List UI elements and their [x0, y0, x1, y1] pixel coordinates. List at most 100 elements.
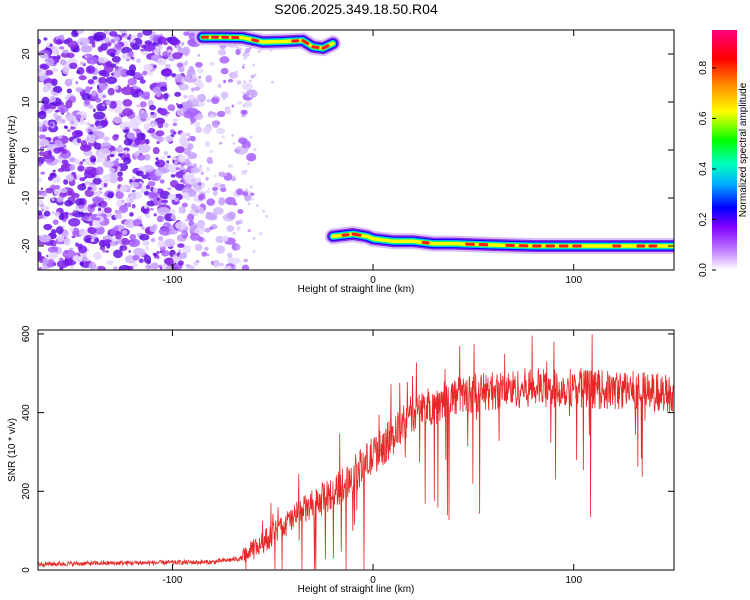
- noise-blob: [90, 238, 95, 243]
- noise-blob: [174, 74, 183, 83]
- noise-blob: [98, 187, 103, 191]
- noise-blob: [38, 110, 47, 120]
- x-tick-label: 100: [565, 575, 582, 586]
- noise-blob: [95, 226, 105, 235]
- noise-blob: [160, 156, 165, 160]
- noise-blob: [180, 101, 193, 110]
- noise-blob: [114, 213, 119, 219]
- noise-blob: [85, 86, 91, 93]
- noise-blob: [109, 30, 118, 37]
- noise-blob: [141, 44, 147, 49]
- noise-blob: [57, 234, 65, 242]
- noise-blob: [153, 48, 160, 55]
- noise-blob: [128, 33, 132, 37]
- x-tick-label: -100: [162, 275, 182, 286]
- noise-blob: [236, 101, 243, 105]
- noise-blob: [172, 52, 183, 60]
- noise-blob: [183, 31, 190, 36]
- noise-blob: [158, 236, 164, 241]
- noise-blob: [184, 158, 191, 166]
- noise-blob: [39, 63, 50, 70]
- noise-blob: [143, 95, 150, 100]
- noise-blob: [217, 83, 222, 88]
- noise-blob: [76, 70, 80, 74]
- noise-blob: [138, 91, 143, 96]
- noise-blob: [52, 85, 63, 94]
- noise-blob: [90, 86, 93, 90]
- noise-blob: [177, 154, 187, 163]
- noise-blob: [59, 266, 64, 270]
- noise-blob: [195, 259, 200, 264]
- noise-blob: [93, 192, 97, 195]
- noise-blob: [59, 59, 67, 66]
- noise-blob: [133, 247, 144, 255]
- noise-blob: [141, 226, 145, 230]
- noise-blob: [93, 30, 96, 33]
- noise-blob: [67, 40, 79, 49]
- noise-blob: [172, 122, 178, 127]
- noise-blob: [105, 250, 109, 253]
- noise-blob: [194, 243, 203, 252]
- noise-blob: [38, 134, 46, 140]
- noise-blob: [38, 162, 42, 167]
- noise-blob: [215, 235, 225, 244]
- noise-blob: [183, 147, 192, 156]
- noise-blob: [167, 155, 171, 159]
- noise-blob: [142, 70, 148, 76]
- noise-blob: [71, 192, 80, 199]
- noise-blob: [150, 237, 156, 243]
- noise-blob: [54, 159, 59, 164]
- noise-blob: [68, 190, 73, 196]
- noise-blob: [225, 108, 232, 115]
- noise-blob: [54, 109, 60, 113]
- noise-blob: [241, 264, 250, 270]
- noise-blob: [132, 218, 143, 227]
- noise-blob: [59, 34, 65, 38]
- noise-blob: [224, 196, 236, 206]
- noise-blob: [77, 165, 85, 172]
- noise-blob: [138, 47, 142, 51]
- noise-blob: [105, 99, 111, 104]
- noise-blob: [139, 233, 150, 241]
- noise-blob: [235, 244, 241, 251]
- noise-blob: [156, 207, 171, 216]
- noise-blob: [178, 83, 189, 91]
- noise-blob: [181, 202, 188, 208]
- noise-blob: [42, 120, 49, 125]
- noise-blob: [102, 249, 106, 253]
- noise-blob: [198, 75, 201, 79]
- ridge-peak: [251, 38, 260, 43]
- noise-blob: [242, 63, 246, 67]
- noise-blob: [242, 104, 246, 108]
- noise-blob: [156, 57, 167, 66]
- noise-blob: [145, 213, 151, 219]
- noise-blob: [38, 199, 44, 206]
- noise-blob: [119, 30, 128, 34]
- noise-blob: [57, 135, 63, 139]
- noise-blob: [75, 81, 79, 85]
- noise-blob: [171, 156, 177, 161]
- noise-blob: [238, 219, 243, 225]
- noise-blob: [188, 32, 196, 41]
- noise-blob: [209, 149, 214, 154]
- noise-blob: [156, 250, 160, 255]
- noise-blob: [51, 197, 55, 202]
- noise-blob: [91, 90, 97, 97]
- noise-blob: [220, 91, 229, 99]
- noise-blob: [52, 246, 59, 253]
- noise-blob: [153, 64, 157, 69]
- noise-blob: [152, 86, 163, 95]
- noise-blob: [87, 186, 93, 191]
- colorbar-gradient: [712, 30, 737, 270]
- noise-blob: [139, 109, 145, 114]
- noise-blob: [172, 118, 179, 123]
- noise-blob: [88, 261, 97, 270]
- noise-blob: [49, 95, 57, 103]
- colorbar-tick-label: 0.4: [698, 162, 709, 176]
- noise-blob: [183, 169, 189, 173]
- noise-blob: [205, 212, 218, 221]
- noise-blob: [52, 91, 58, 97]
- noise-blob: [212, 207, 224, 215]
- noise-blob: [213, 174, 217, 178]
- noise-blob: [121, 108, 134, 117]
